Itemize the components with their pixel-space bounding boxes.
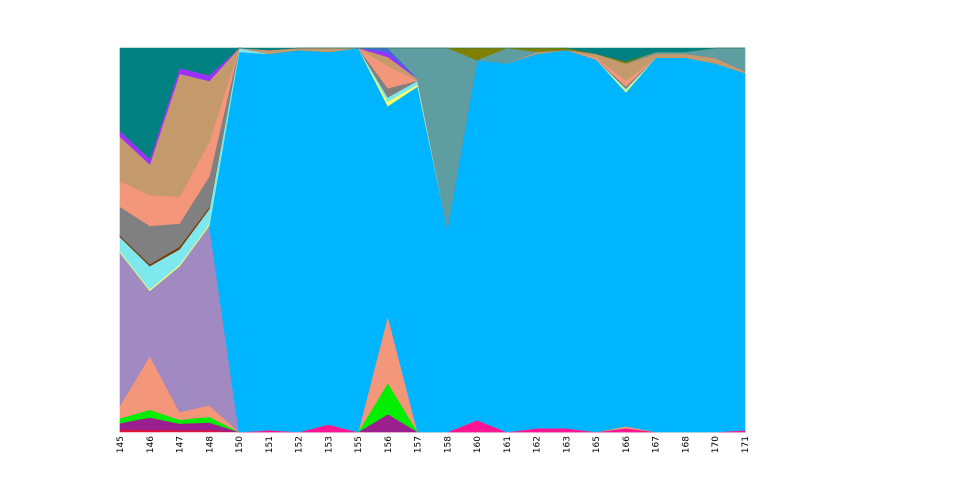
x-tick-label: 167 [652,436,662,453]
area-layers [119,47,746,433]
x-tick-label: 155 [354,436,364,453]
area-series-18 [119,47,745,160]
x-tick-label: 153 [324,436,334,453]
x-tick-label: 151 [265,436,275,453]
x-tick-label: 166 [622,436,632,453]
x-tick-label: 152 [295,436,305,453]
x-tick-label: 150 [235,436,245,453]
x-axis-tick-labels: 145 146 147 148 150 151 152 153 155 156 157 158 160 1… [116,436,751,453]
x-tick-label: 157 [414,436,424,453]
x-tick-label: 148 [205,436,215,453]
x-tick-label: 158 [443,436,453,453]
x-tick-label: 146 [146,436,156,453]
x-tick-label: 145 [116,436,126,453]
x-tick-label: 160 [473,436,483,453]
x-tick-label: 168 [681,436,691,453]
x-tick-label: 170 [711,436,721,453]
x-tick-label: 165 [592,436,602,453]
x-tick-label: 162 [533,436,543,453]
x-tick-label: 163 [562,436,572,453]
x-tick-label: 171 [741,436,751,453]
x-tick-label: 147 [176,436,186,453]
x-tick-label: 156 [384,436,394,453]
x-tick-label: 161 [503,436,513,453]
